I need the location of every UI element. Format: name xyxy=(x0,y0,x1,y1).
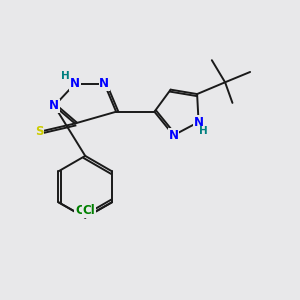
Text: Cl: Cl xyxy=(75,204,88,217)
Text: S: S xyxy=(35,125,44,138)
Text: N: N xyxy=(194,116,204,128)
Text: N: N xyxy=(70,77,80,90)
Text: H: H xyxy=(199,126,207,136)
Text: Cl: Cl xyxy=(83,204,95,217)
Text: N: N xyxy=(49,99,59,112)
Text: N: N xyxy=(99,77,110,90)
Text: H: H xyxy=(61,70,70,80)
Text: N: N xyxy=(169,129,178,142)
